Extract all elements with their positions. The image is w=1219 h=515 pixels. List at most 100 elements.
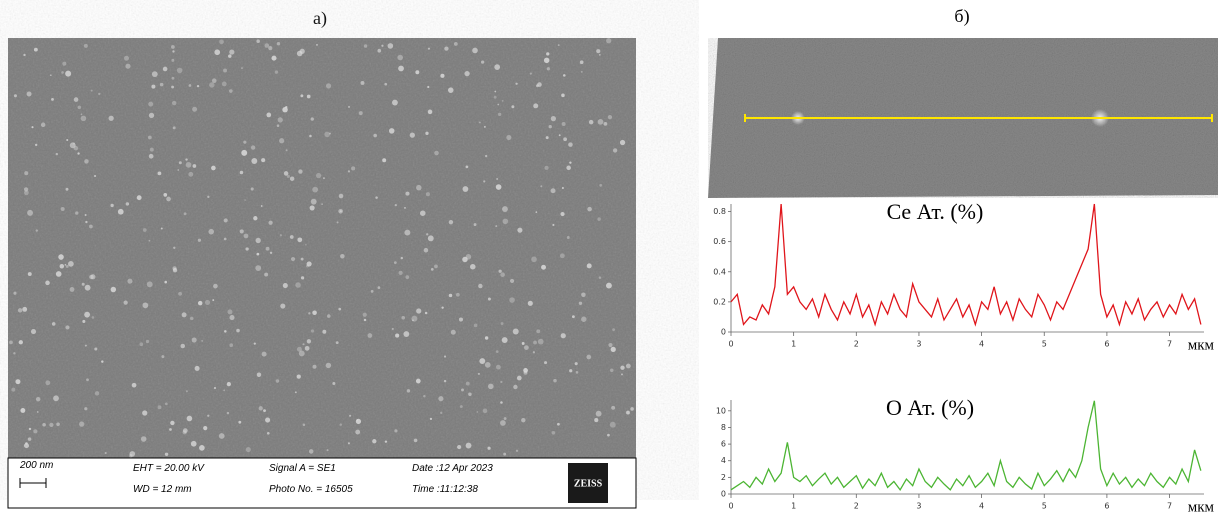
- particle: [494, 64, 501, 70]
- panel-label: б): [954, 6, 969, 27]
- particle: [509, 278, 515, 284]
- particle: [199, 445, 205, 451]
- particle: [123, 300, 128, 305]
- particle: [458, 317, 464, 322]
- particle: [13, 94, 17, 98]
- particle: [117, 208, 124, 215]
- particle: [269, 251, 273, 254]
- particle: [290, 256, 296, 262]
- particle: [335, 341, 339, 345]
- particle: [188, 84, 192, 87]
- particle: [586, 354, 592, 360]
- particle: [500, 380, 503, 384]
- particle: [55, 152, 59, 156]
- particle: [595, 410, 602, 417]
- particle: [241, 149, 248, 156]
- particle: [82, 319, 86, 323]
- particle: [268, 220, 273, 225]
- particle: [91, 316, 95, 319]
- particle: [283, 171, 289, 176]
- particle: [196, 84, 200, 88]
- info-text: EHT = 20.00 kV: [133, 463, 205, 474]
- particle: [545, 136, 549, 140]
- particle: [239, 170, 244, 175]
- particle: [304, 345, 310, 351]
- particle: [169, 428, 172, 431]
- particle: [77, 105, 82, 110]
- particle: [66, 139, 69, 142]
- particle: [255, 265, 262, 272]
- particle: [457, 444, 462, 450]
- particle: [415, 70, 420, 75]
- particle: [218, 433, 225, 439]
- particle: [296, 346, 302, 352]
- particle: [209, 82, 215, 88]
- particle: [424, 311, 428, 315]
- particle: [529, 72, 532, 75]
- particle: [162, 66, 168, 72]
- particle: [465, 165, 469, 169]
- particle: [73, 97, 79, 102]
- particle: [136, 195, 142, 201]
- particle: [612, 148, 618, 153]
- particle: [484, 362, 491, 368]
- particle: [312, 186, 319, 193]
- particle: [228, 54, 232, 58]
- particle: [306, 261, 312, 267]
- particle: [104, 451, 107, 455]
- particle: [289, 235, 294, 239]
- particle: [444, 46, 449, 51]
- particle: [372, 439, 377, 444]
- particle: [226, 411, 230, 415]
- particle: [160, 227, 163, 230]
- particle: [610, 346, 616, 353]
- particle: [35, 229, 38, 232]
- particle: [147, 135, 152, 140]
- particle: [201, 339, 204, 342]
- particle: [204, 299, 211, 305]
- particle: [598, 53, 601, 56]
- particle: [527, 300, 533, 306]
- particle: [299, 48, 305, 54]
- particle: [438, 396, 444, 402]
- particle: [84, 407, 88, 411]
- particle: [110, 203, 114, 208]
- particle: [544, 165, 549, 170]
- particle: [26, 91, 32, 97]
- particle: [340, 253, 345, 259]
- particle: [419, 210, 426, 216]
- particle: [310, 329, 315, 333]
- particle: [55, 271, 62, 277]
- x-tick-label: 2: [854, 340, 859, 349]
- particle: [163, 193, 168, 197]
- particle: [268, 46, 273, 51]
- particle: [316, 43, 318, 46]
- particle: [149, 147, 154, 152]
- particle: [470, 263, 476, 270]
- particle: [243, 233, 249, 239]
- particle: [321, 203, 323, 206]
- particle: [81, 282, 85, 286]
- particle: [131, 382, 137, 388]
- particle: [579, 60, 584, 65]
- particle: [279, 234, 283, 237]
- particle: [276, 124, 280, 128]
- particle: [322, 329, 327, 334]
- particle: [472, 47, 478, 54]
- particle: [517, 227, 523, 233]
- particle: [238, 420, 242, 424]
- particle: [173, 246, 176, 250]
- particle: [493, 95, 497, 99]
- particle: [305, 243, 307, 246]
- particle: [265, 417, 271, 423]
- particle: [266, 431, 270, 435]
- particle: [245, 247, 249, 251]
- particle: [498, 269, 502, 273]
- particle: [625, 363, 631, 369]
- particle: [478, 121, 481, 124]
- particle: [473, 223, 477, 227]
- particle: [208, 228, 215, 235]
- particle: [253, 342, 256, 345]
- particle: [20, 408, 26, 413]
- particle: [405, 275, 410, 280]
